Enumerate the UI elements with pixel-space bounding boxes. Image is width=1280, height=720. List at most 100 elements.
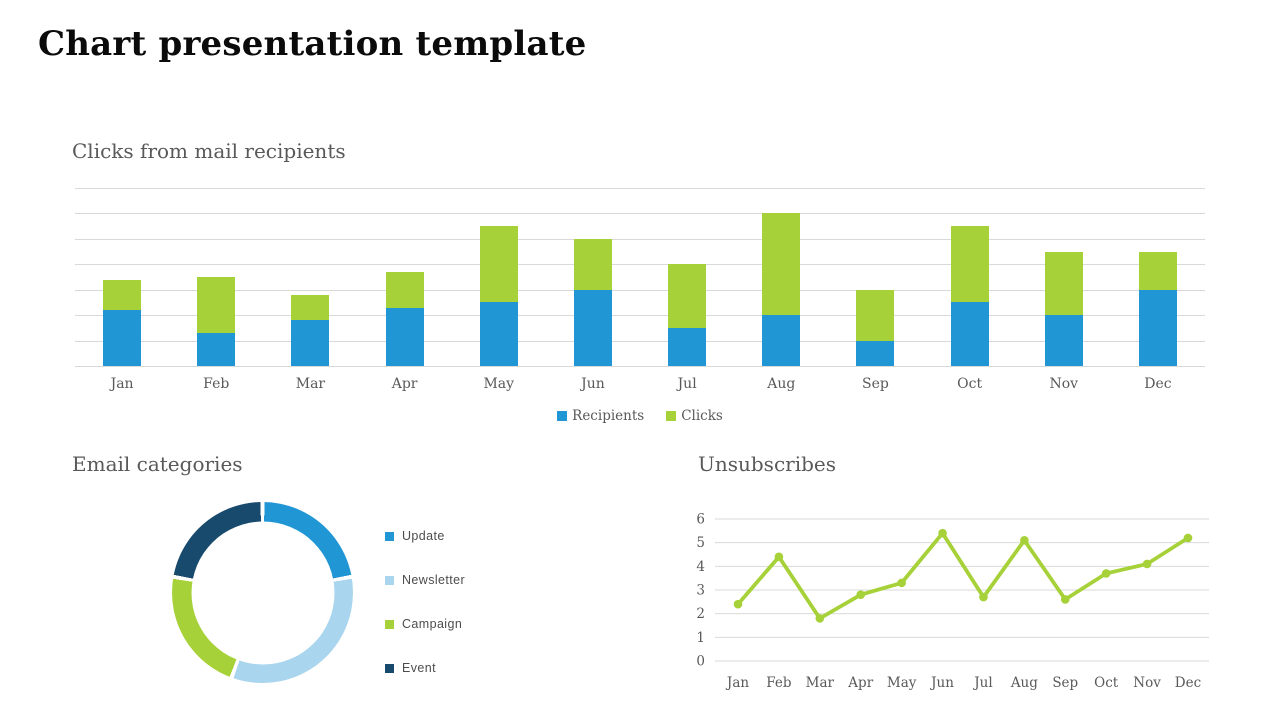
bar-column-jun (546, 188, 640, 366)
bar-chart-plot[interactable] (75, 188, 1205, 367)
line-series (736, 531, 1190, 621)
bar-gridline (75, 315, 1205, 317)
legend-swatch (385, 619, 394, 629)
line-y-axis-label: 6 (696, 511, 705, 527)
legend-item-newsletter: Newsletter (385, 573, 465, 587)
line-x-axis-label: Nov (1133, 675, 1161, 691)
bar-x-axis-label: Oct (957, 376, 983, 392)
donut-hole (191, 521, 334, 664)
bar-x-axis-label: Dec (1144, 376, 1172, 392)
bar-column-apr (358, 188, 452, 366)
bar-x-axis-label: Jan (110, 376, 134, 392)
line-data-point (815, 614, 825, 623)
legend-item-clicks: Clicks (666, 408, 723, 424)
bar-x-axis-label: Mar (295, 376, 326, 392)
line-x-axis-label: Sep (1052, 675, 1078, 691)
legend-item-event: Event (385, 661, 465, 675)
line-data-point (979, 592, 988, 602)
bar-chart-legend: Recipients Clicks (75, 408, 1205, 424)
legend-item-recipients: Recipients (557, 408, 644, 424)
line-y-axis-label: 3 (696, 582, 705, 598)
bar-gridline (75, 366, 1205, 367)
bar-x-axis-label: Apr (391, 376, 418, 392)
bar-segment-recipients (668, 327, 707, 366)
line-x-axis-label: Jan (725, 675, 749, 691)
bar-column-nov (1017, 188, 1111, 366)
bar-segment-clicks (291, 294, 330, 321)
line-y-axis-label: 1 (696, 630, 705, 646)
bar-segment-clicks (668, 264, 707, 328)
legend-swatch (385, 663, 394, 673)
line-x-axis-label: Jun (929, 675, 954, 691)
stacked-bar-jul (668, 264, 707, 366)
legend-swatch (666, 411, 677, 421)
bar-segment-clicks (573, 238, 612, 290)
stacked-bar-mar (291, 294, 330, 366)
bar-segment-recipients (197, 332, 236, 366)
line-data-point (938, 528, 947, 538)
line-data-point (1183, 533, 1193, 543)
bar-segment-recipients (291, 320, 330, 366)
legend-swatch (557, 411, 568, 421)
legend-label: Newsletter (402, 573, 466, 587)
stacked-bar-may (479, 226, 518, 366)
bar-segment-recipients (103, 310, 142, 366)
legend-label: Clicks (681, 408, 723, 424)
bar-segment-clicks (1138, 251, 1177, 290)
bar-segment-clicks (385, 271, 424, 308)
bar-column-jul (640, 188, 734, 366)
legend-item-update: Update (385, 529, 465, 543)
stacked-bar-jan (103, 279, 142, 366)
bar-segment-clicks (950, 226, 989, 303)
bar-segment-recipients (856, 340, 895, 366)
legend-label: Event (402, 661, 436, 675)
bar-segment-recipients (385, 307, 424, 366)
bar-segment-clicks (762, 213, 801, 316)
line-x-axis-label: Aug (1010, 675, 1038, 691)
line-x-axis-label: Feb (766, 675, 791, 691)
line-x-axis-label: Jul (972, 675, 992, 691)
bar-column-mar (263, 188, 357, 366)
stacked-bar-nov (1044, 251, 1083, 366)
stacked-bar-sep (856, 289, 895, 366)
legend-swatch (385, 531, 394, 541)
legend-label: Update (402, 529, 445, 543)
bar-segment-clicks (479, 226, 518, 303)
bar-x-axis-label: Jun (581, 376, 605, 392)
line-data-point (1060, 595, 1070, 604)
bar-column-jan (75, 188, 169, 366)
legend-label: Recipients (572, 408, 645, 424)
line-data-point (733, 599, 743, 609)
stacked-bar-oct (950, 226, 989, 366)
bar-segment-recipients (950, 302, 989, 366)
bar-segment-clicks (197, 277, 236, 333)
bar-x-axis-label: May (483, 376, 515, 392)
bar-column-may (452, 188, 546, 366)
bar-segment-recipients (479, 302, 518, 366)
legend-swatch (385, 575, 394, 585)
bar-gridline (75, 213, 1205, 215)
bar-chart-x-axis: Jan Feb Mar Apr May Jun Jul Aug Sep Oct Nov Dec (75, 376, 1205, 392)
bar-segment-clicks (1044, 251, 1083, 316)
bar-segment-recipients (762, 315, 801, 366)
stacked-bar-jun (573, 238, 612, 366)
bar-chart-title: Clicks from mail recipients (72, 139, 346, 163)
bar-x-axis-label: Feb (203, 376, 230, 392)
stacked-bar-dec (1138, 251, 1177, 366)
bar-column-dec (1111, 188, 1205, 366)
line-data-point (774, 552, 784, 562)
bar-segment-recipients (1138, 289, 1177, 366)
line-data-point (897, 578, 906, 588)
donut-chart[interactable] (172, 502, 353, 683)
page-title: Chart presentation template (38, 24, 587, 64)
bar-x-axis-label: Sep (862, 376, 889, 392)
bar-segment-clicks (103, 279, 142, 311)
line-y-axis-label: 2 (696, 606, 705, 622)
line-chart[interactable]: 0 1 2 3 4 5 6 Jan Feb Mar Apr May Jun Jul Aug Sep Oct Nov… (688, 510, 1218, 700)
bar-row (75, 188, 1205, 366)
legend-item-campaign: Campaign (385, 617, 465, 631)
legend-label: Campaign (402, 617, 463, 631)
bar-gridline (75, 238, 1205, 240)
bar-column-oct (923, 188, 1017, 366)
bar-column-sep (828, 188, 922, 366)
